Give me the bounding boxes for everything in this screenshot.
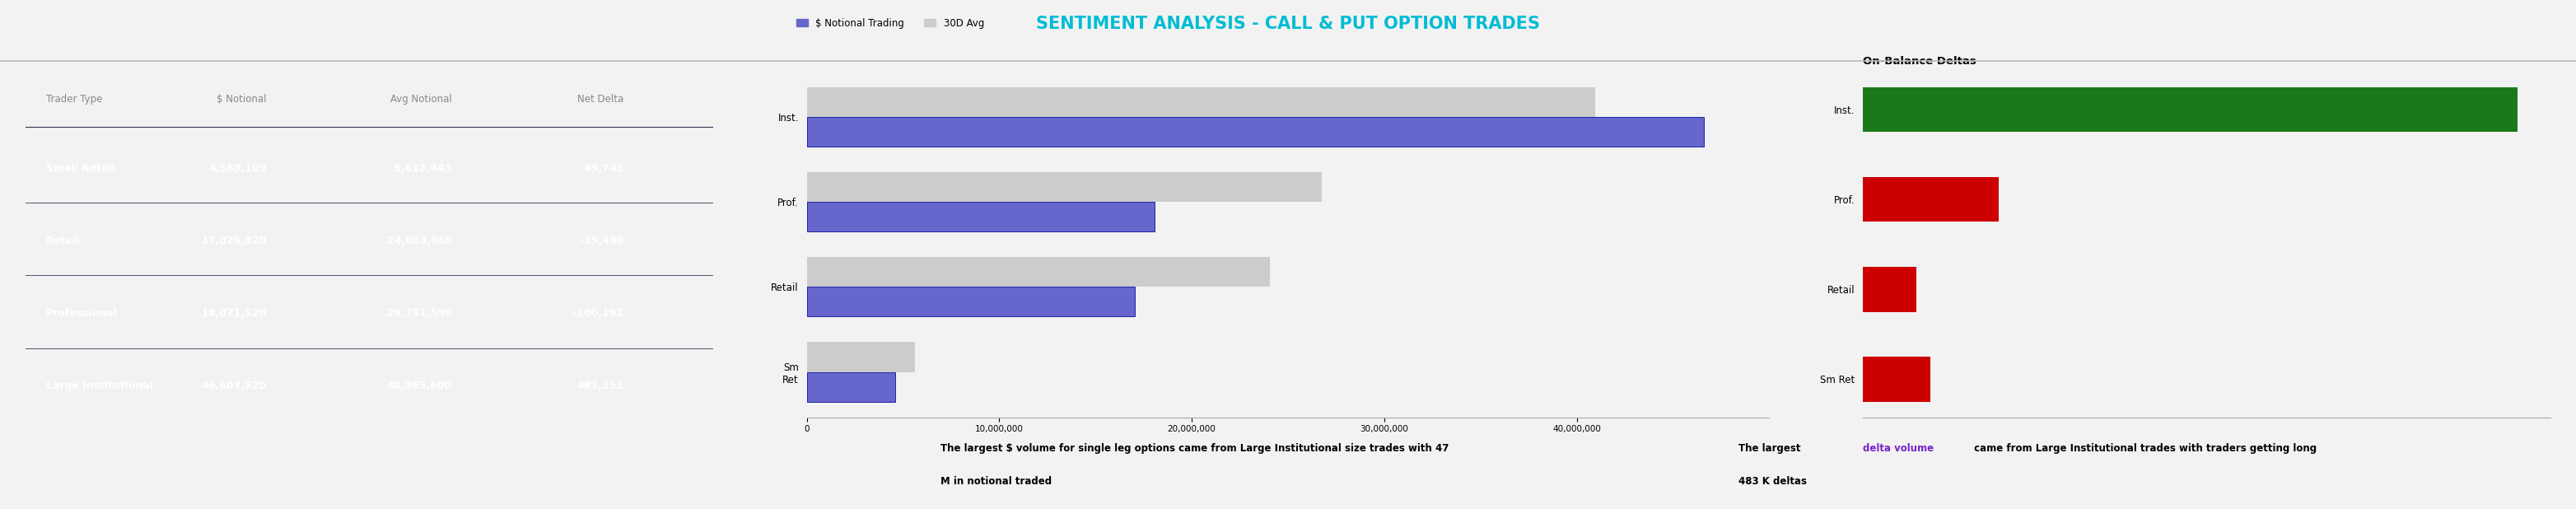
Bar bbox=[806, 287, 1133, 317]
Text: 5,612,443: 5,612,443 bbox=[394, 163, 451, 174]
Text: 40,965,600: 40,965,600 bbox=[386, 381, 451, 391]
Text: -49,743: -49,743 bbox=[580, 163, 623, 174]
Text: 46,603,920: 46,603,920 bbox=[201, 381, 265, 391]
Text: Large Institutional: Large Institutional bbox=[46, 381, 155, 391]
Text: 483,253: 483,253 bbox=[577, 381, 623, 391]
Text: came from Large Institutional trades with traders getting long: came from Large Institutional trades wit… bbox=[1971, 443, 2316, 454]
Bar bbox=[806, 372, 894, 402]
Bar bbox=[806, 87, 1595, 117]
Text: delta volume: delta volume bbox=[1862, 443, 1935, 454]
Text: Retail: Retail bbox=[46, 236, 80, 246]
Text: Professional: Professional bbox=[46, 308, 118, 319]
Bar bbox=[1862, 177, 1999, 222]
Text: -39,490: -39,490 bbox=[580, 236, 623, 246]
Legend: $ Notional Trading, 30D Avg: $ Notional Trading, 30D Avg bbox=[793, 14, 989, 32]
Text: SENTIMENT ANALYSIS - CALL & PUT OPTION TRADES: SENTIMENT ANALYSIS - CALL & PUT OPTION T… bbox=[1036, 15, 1540, 32]
Bar bbox=[806, 202, 1154, 232]
Text: On-Balance Deltas: On-Balance Deltas bbox=[1862, 56, 1976, 67]
Text: $ Notional: $ Notional bbox=[216, 94, 265, 104]
Text: 26,751,590: 26,751,590 bbox=[386, 308, 451, 319]
Bar bbox=[806, 172, 1321, 202]
Text: 17,026,820: 17,026,820 bbox=[201, 236, 265, 246]
Bar bbox=[806, 342, 914, 372]
Text: 4,589,109: 4,589,109 bbox=[209, 163, 265, 174]
Text: 18,071,520: 18,071,520 bbox=[201, 308, 265, 319]
Text: -100,192: -100,192 bbox=[572, 308, 623, 319]
Text: Avg Notional: Avg Notional bbox=[392, 94, 451, 104]
Text: Small Retail: Small Retail bbox=[46, 163, 116, 174]
Text: M in notional traded: M in notional traded bbox=[940, 476, 1051, 487]
Text: 483 K deltas: 483 K deltas bbox=[1739, 476, 1808, 487]
Text: The largest: The largest bbox=[1739, 443, 1803, 454]
Bar bbox=[1862, 267, 1917, 312]
Text: Trader Type: Trader Type bbox=[46, 94, 103, 104]
Bar bbox=[1862, 87, 2517, 132]
Bar bbox=[806, 117, 1703, 147]
Text: 24,063,660: 24,063,660 bbox=[386, 236, 451, 246]
Text: The largest $ volume for single leg options came from Large Institutional size t: The largest $ volume for single leg opti… bbox=[940, 443, 1448, 454]
Bar bbox=[1862, 357, 1929, 402]
Bar bbox=[806, 257, 1270, 287]
Text: Net Delta: Net Delta bbox=[577, 94, 623, 104]
